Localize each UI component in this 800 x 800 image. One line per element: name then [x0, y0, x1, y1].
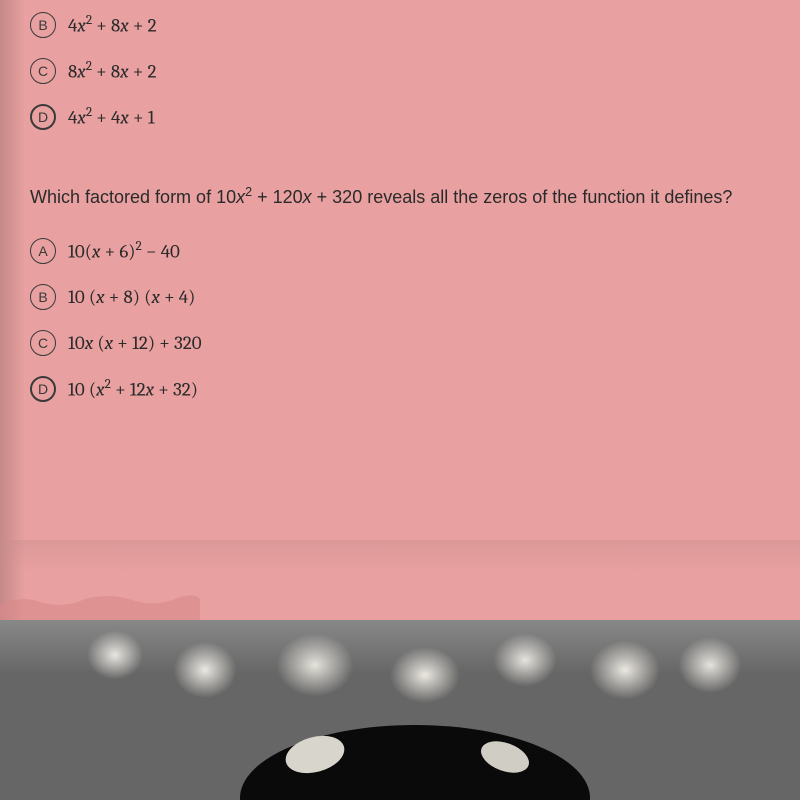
paper-bottom-fade — [0, 540, 800, 620]
worksheet-page: B4x2 + 8x + 2C8x2 + 8x + 2D4x2 + 4x + 1 … — [0, 0, 800, 620]
option-letter-circle: D — [30, 104, 56, 130]
option-expression: 10x (x + 12) + 320 — [68, 332, 202, 354]
option-A[interactable]: A 10(x + 6)2 − 40 — [30, 238, 795, 264]
option-expression: 4x2 + 8x + 2 — [68, 13, 157, 36]
option-expression: 10(x + 6)2 − 40 — [68, 239, 180, 262]
option-expression: 10 (x2 + 12x + 32) — [68, 377, 198, 400]
background-area — [0, 620, 800, 800]
question-text: Which factored form of 10x2 + 120x + 320… — [30, 185, 795, 208]
option-letter-circle: B — [30, 12, 56, 38]
option-expression: 10 (x + 8) (x + 4) — [68, 286, 195, 308]
option-B[interactable]: B 4x2 + 8x + 2 — [30, 12, 795, 38]
option-C[interactable]: C 10x (x + 12) + 320 — [30, 330, 795, 356]
option-expression: 8x2 + 8x + 2 — [68, 59, 156, 82]
option-letter-circle: C — [30, 330, 56, 356]
option-B[interactable]: B 10 (x + 8) (x + 4) — [30, 284, 795, 310]
top-question-options: B 4x2 + 8x + 2 C 8x2 + 8x + 2 D 4x2 + 4x + 1 — [30, 12, 795, 130]
bottom-question-options: A 10(x + 6)2 − 40 B 10 (x + 8) (x + 4) C 10x … — [30, 238, 795, 402]
option-expression: 4x2 + 4x + 1 — [68, 105, 155, 128]
option-C[interactable]: C 8x2 + 8x + 2 — [30, 58, 795, 84]
page-edge-shadow — [0, 0, 25, 620]
option-letter-circle: B — [30, 284, 56, 310]
option-D[interactable]: D 10 (x2 + 12x + 32) — [30, 376, 795, 402]
option-letter-circle: A — [30, 238, 56, 264]
option-letter-circle: D — [30, 376, 56, 402]
option-D[interactable]: D 4x2 + 4x + 1 — [30, 104, 795, 130]
option-letter-circle: C — [30, 58, 56, 84]
